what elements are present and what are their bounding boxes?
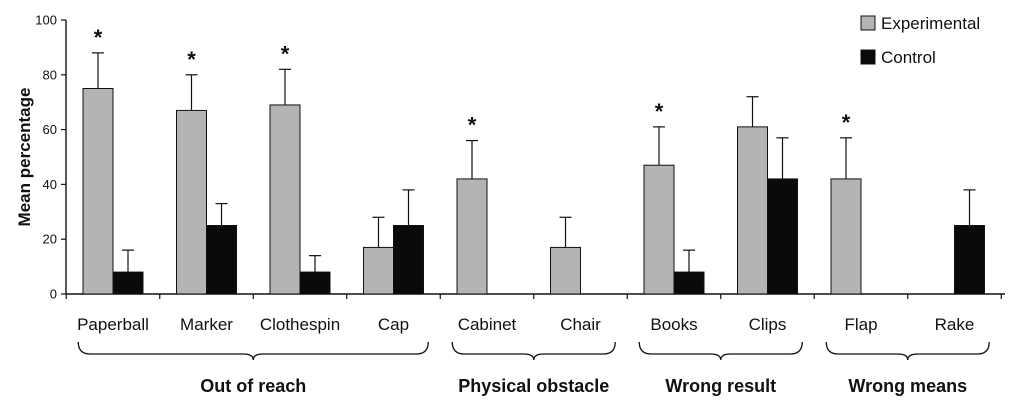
significance-marker: * (655, 99, 664, 124)
y-tick-label: 40 (43, 177, 57, 192)
legend-swatch-control (860, 49, 876, 65)
bar-control-marker (206, 225, 237, 295)
category-label: Clothespin (260, 315, 340, 334)
y-tick-label: 80 (43, 67, 57, 82)
bar-experimental-cabinet (456, 178, 488, 295)
group-label: Physical obstacle (458, 376, 609, 396)
significance-marker: * (94, 25, 103, 50)
category-label: Books (650, 315, 697, 334)
bar-experimental-cap (363, 246, 394, 295)
bars (82, 52, 985, 295)
significance-marker: * (468, 113, 477, 138)
significance-marker: * (187, 47, 196, 72)
category-label: Cap (378, 315, 409, 334)
bar-control-rake (954, 225, 985, 295)
bar-control-clothespin (299, 271, 331, 295)
significance-marker: * (281, 41, 290, 66)
labels: Mean percentage * * * * * * Paperball Marker Clot… (15, 25, 990, 396)
legend-swatch-experimental (860, 15, 876, 31)
y-axis-label: Mean percentage (15, 88, 34, 227)
legend-label-experimental: Experimental (881, 14, 980, 33)
bar-control-paperball (112, 271, 144, 295)
bar-experimental-chair (550, 246, 581, 295)
category-label: Chair (560, 315, 601, 334)
group-label: Wrong result (665, 376, 776, 396)
bar-control-cap (393, 225, 424, 295)
bar-experimental-books (643, 164, 675, 295)
bar-experimental-clothespin (269, 104, 301, 295)
legend: Experimental Control (860, 14, 980, 67)
y-tick-label: 100 (35, 13, 57, 28)
y-tick-label: 20 (43, 232, 57, 247)
bar-experimental-flap (830, 178, 862, 295)
bar-control-clips (767, 178, 798, 295)
legend-label-control: Control (881, 48, 936, 67)
category-label: Clips (749, 315, 787, 334)
bar-experimental-paperball (82, 88, 114, 295)
bar-control-books (673, 271, 705, 295)
category-label: Marker (180, 315, 233, 334)
y-tick-label: 0 (50, 287, 57, 302)
group-brace (825, 341, 990, 361)
bar-experimental-clips (737, 126, 768, 295)
y-tick-label: 60 (43, 122, 57, 137)
group-brace (638, 341, 803, 361)
category-label: Flap (844, 315, 877, 334)
category-label: Rake (935, 315, 975, 334)
category-label: Paperball (77, 315, 149, 334)
group-brace (451, 341, 616, 361)
group-label: Wrong means (848, 376, 967, 396)
significance-marker: * (842, 110, 851, 135)
group-label: Out of reach (200, 376, 306, 396)
bar-experimental-marker (176, 109, 207, 295)
category-label: Cabinet (458, 315, 517, 334)
group-brace (77, 341, 429, 361)
